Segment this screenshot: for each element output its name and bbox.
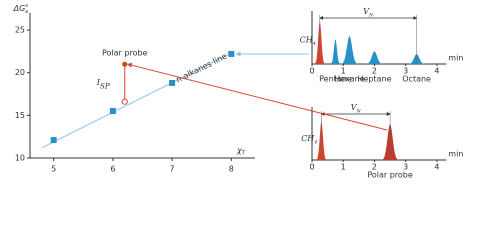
- x-tick-label: 8: [229, 165, 234, 174]
- probe-label: Polar probe: [102, 49, 148, 58]
- x-axis-label-sub: T: [242, 150, 246, 156]
- y-tick-label: 25: [15, 26, 25, 35]
- x-axis-label: χT: [236, 146, 246, 157]
- trend-line: [41, 52, 232, 149]
- probe-point: [121, 98, 128, 105]
- interval-label-sub: SP: [100, 82, 110, 91]
- x-tick-label: 7: [170, 165, 175, 174]
- x-tick-label: 2: [372, 67, 377, 76]
- peak: [339, 36, 360, 64]
- peak: [364, 51, 385, 64]
- x-tick-label: 2: [372, 163, 377, 172]
- x-axis-label-main: χ: [236, 146, 242, 155]
- vn-label-sub: N: [356, 108, 362, 114]
- y-tick-label: 15: [15, 111, 25, 120]
- peak-name: Polar probe: [367, 171, 413, 180]
- x-axis-label: min: [448, 150, 463, 159]
- point: [228, 50, 235, 57]
- y-axis-label-sup: s: [25, 4, 28, 9]
- y-axis-label-main: ΔG: [13, 4, 26, 13]
- x-tick-label: 0: [309, 67, 314, 76]
- peak-label: CH4: [301, 134, 317, 145]
- series-label: n-alkanes line: [175, 52, 229, 85]
- peak-label-sub: 4: [313, 139, 317, 145]
- y-axis-label: ΔGs a: [13, 4, 29, 15]
- interval-label: ISP: [96, 78, 110, 91]
- vn-label: VN: [363, 7, 374, 18]
- peak-name: Octane: [402, 75, 431, 84]
- peak-label-main: CH: [300, 35, 314, 44]
- page: 10 15 20 25 5 6 7 8 ΔGs a χT n-alkanes line Polar pr…: [12, 3, 464, 180]
- vn-label-main: V: [351, 103, 358, 112]
- peak-label: CH4: [300, 35, 316, 46]
- interval-label-main: I: [96, 78, 101, 87]
- x-axis-label: min: [448, 54, 463, 63]
- peak-name: Pentane: [319, 75, 352, 84]
- x-tick-label: 0: [309, 163, 314, 172]
- y-tick-label: 20: [15, 68, 25, 77]
- x-tick-label: 4: [434, 163, 439, 172]
- connector: [126, 62, 388, 131]
- x-tick-label: 1: [341, 163, 346, 172]
- point: [169, 79, 176, 86]
- peak-label-sub: 4: [312, 40, 316, 46]
- x-tick-label: 4: [434, 67, 439, 76]
- peak: [329, 39, 342, 64]
- peak-name: Heptane: [357, 75, 391, 84]
- x-tick-label: 1: [341, 67, 346, 76]
- point: [50, 137, 57, 144]
- point: [109, 108, 116, 115]
- y-axis-label-sub: a: [25, 9, 28, 14]
- probe-point: [122, 61, 128, 67]
- x-tick-label: 6: [110, 165, 115, 174]
- x-tick-label: 3: [403, 67, 408, 76]
- x-tick-label: 3: [403, 163, 408, 172]
- vn-label: VN: [351, 103, 362, 114]
- peak-label-main: CH: [301, 134, 315, 143]
- x-tick-label: 5: [51, 165, 56, 174]
- vn-label-main: V: [363, 7, 370, 16]
- y-tick-label: 10: [15, 154, 25, 163]
- vn-label-sub: N: [368, 12, 374, 18]
- peak-name: Hexane: [334, 75, 365, 84]
